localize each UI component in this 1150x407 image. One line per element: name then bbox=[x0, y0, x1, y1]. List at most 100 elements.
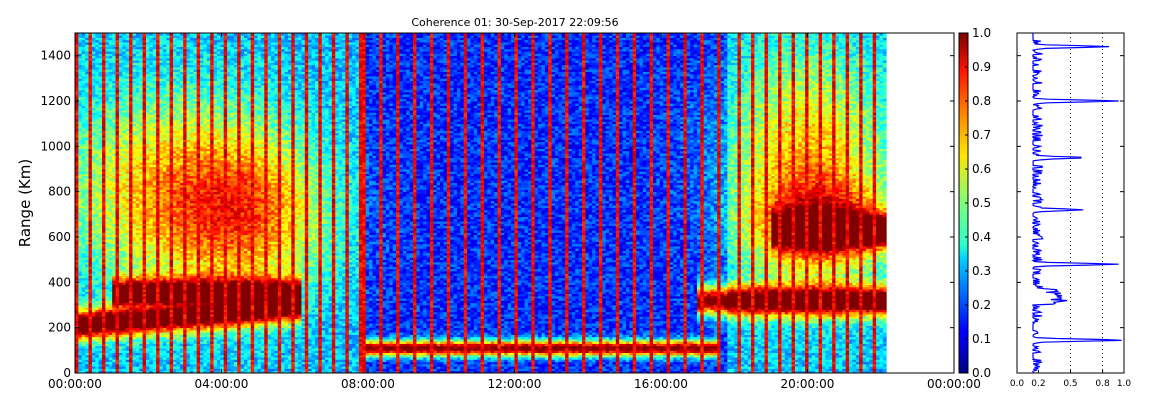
heatmap-cell bbox=[149, 191, 154, 195]
heatmap-cell bbox=[91, 361, 96, 365]
heatmap-cell bbox=[156, 275, 160, 279]
heatmap-cell bbox=[162, 157, 167, 161]
heatmap-cell bbox=[122, 37, 127, 41]
heatmap-cell bbox=[156, 300, 160, 304]
heatmap-cell bbox=[75, 370, 79, 374]
heatmap-cell bbox=[105, 284, 110, 288]
heatmap-cell bbox=[159, 350, 164, 353]
heatmap-cell bbox=[176, 318, 181, 322]
heatmap-cell bbox=[183, 357, 187, 360]
heatmap-cell bbox=[179, 368, 184, 372]
heatmap-cell bbox=[108, 148, 113, 152]
heatmap-cell bbox=[135, 291, 140, 295]
heatmap-cell bbox=[159, 112, 164, 115]
heatmap-cell bbox=[135, 234, 140, 238]
heatmap-cell bbox=[115, 311, 120, 315]
heatmap-cell bbox=[169, 91, 174, 95]
heatmap-cell bbox=[129, 264, 133, 267]
heatmap-cell bbox=[78, 184, 83, 188]
heatmap-cell bbox=[122, 196, 127, 199]
heatmap-cell bbox=[125, 135, 130, 138]
heatmap-cell bbox=[105, 239, 110, 242]
heatmap-cell bbox=[125, 175, 130, 179]
heatmap-cell bbox=[75, 191, 79, 195]
heatmap-cell bbox=[125, 60, 130, 63]
heatmap-cell bbox=[81, 60, 86, 63]
heatmap-cell bbox=[176, 141, 181, 145]
heatmap-cell bbox=[176, 289, 181, 292]
heatmap-cell bbox=[95, 243, 100, 247]
heatmap-cell bbox=[112, 146, 116, 149]
heatmap-cell bbox=[115, 273, 120, 276]
heatmap-cell bbox=[162, 332, 167, 335]
heatmap-cell bbox=[156, 221, 160, 224]
heatmap-cell bbox=[166, 223, 171, 227]
heatmap-cell bbox=[179, 255, 184, 258]
heatmap-cell bbox=[108, 368, 113, 372]
heatmap-cell bbox=[179, 82, 184, 86]
heatmap-cell bbox=[125, 62, 130, 66]
heatmap-cell bbox=[179, 64, 184, 68]
heatmap-cell bbox=[118, 48, 123, 52]
heatmap-cell bbox=[122, 144, 127, 147]
heatmap-cell bbox=[152, 214, 157, 217]
heatmap-cell bbox=[162, 116, 167, 120]
heatmap-cell bbox=[112, 91, 116, 95]
heatmap-cell bbox=[112, 33, 116, 36]
heatmap-cell bbox=[179, 132, 184, 136]
heatmap-cell bbox=[112, 239, 116, 242]
heatmap-cell bbox=[159, 107, 164, 111]
heatmap-cell bbox=[152, 368, 157, 372]
heatmap-cell bbox=[118, 39, 123, 43]
heatmap-cell bbox=[129, 48, 133, 52]
heatmap-cell bbox=[179, 51, 184, 54]
heatmap-cell bbox=[81, 348, 86, 351]
heatmap-cell bbox=[91, 246, 96, 249]
heatmap-cell bbox=[159, 39, 164, 43]
heatmap-cell bbox=[179, 291, 184, 295]
heatmap-cell bbox=[115, 132, 120, 136]
heatmap-cell bbox=[152, 339, 157, 342]
heatmap-cell bbox=[122, 198, 127, 202]
heatmap-cell bbox=[169, 214, 174, 217]
heatmap-cell bbox=[169, 221, 174, 224]
heatmap-cell bbox=[142, 80, 147, 84]
heatmap-cell bbox=[135, 198, 140, 202]
heatmap-cell bbox=[95, 257, 100, 261]
heatmap-cell bbox=[159, 345, 164, 349]
heatmap-cell bbox=[75, 98, 79, 102]
heatmap-cell bbox=[173, 196, 177, 199]
heatmap-cell bbox=[183, 51, 187, 54]
heatmap-cell bbox=[118, 300, 123, 304]
heatmap-cell bbox=[85, 48, 89, 52]
heatmap-cell bbox=[102, 230, 106, 233]
heatmap-cell bbox=[162, 173, 167, 177]
heatmap-cell bbox=[122, 307, 127, 310]
heatmap-cell bbox=[108, 295, 113, 299]
heatmap-cell bbox=[81, 302, 86, 306]
heatmap-cell bbox=[81, 350, 86, 353]
heatmap-cell bbox=[152, 307, 157, 310]
heatmap-cell bbox=[102, 82, 106, 86]
heatmap-cell bbox=[139, 246, 143, 249]
heatmap-cell bbox=[159, 80, 164, 84]
heatmap-cell bbox=[118, 325, 123, 329]
heatmap-cell bbox=[149, 141, 154, 145]
heatmap-cell bbox=[169, 103, 174, 106]
heatmap-cell bbox=[98, 64, 103, 68]
heatmap-cell bbox=[152, 39, 157, 43]
heatmap-cell bbox=[75, 130, 79, 134]
heatmap-cell bbox=[129, 80, 133, 84]
heatmap-cell bbox=[129, 205, 133, 208]
heatmap-cell bbox=[112, 275, 116, 279]
heatmap-cell bbox=[186, 284, 191, 288]
heatmap-cell bbox=[112, 121, 116, 125]
heatmap-cell bbox=[75, 112, 79, 115]
heatmap-cell bbox=[152, 280, 157, 283]
heatmap-cell bbox=[166, 101, 171, 104]
heatmap-cell bbox=[142, 298, 147, 301]
heatmap-cell bbox=[149, 241, 154, 245]
heatmap-cell bbox=[98, 200, 103, 204]
heatmap-cell bbox=[102, 55, 106, 59]
heatmap-cell bbox=[115, 105, 120, 109]
